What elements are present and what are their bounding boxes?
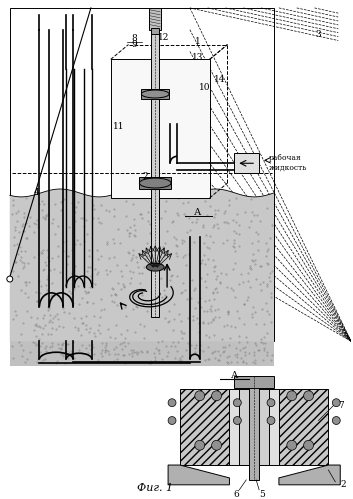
- Bar: [111, 59, 210, 198]
- Circle shape: [267, 399, 275, 407]
- Text: 7: 7: [339, 401, 344, 410]
- Text: 9: 9: [132, 40, 137, 49]
- Text: 11: 11: [113, 122, 124, 131]
- Polygon shape: [279, 465, 340, 485]
- Text: 1: 1: [195, 37, 201, 46]
- Text: 2: 2: [340, 481, 346, 490]
- Bar: [141, 89, 169, 99]
- Bar: [234, 153, 259, 173]
- Circle shape: [233, 417, 241, 425]
- Text: 14: 14: [214, 75, 225, 84]
- Circle shape: [195, 440, 205, 450]
- Bar: [151, 29, 159, 317]
- Bar: [151, 28, 159, 33]
- Bar: [139, 177, 171, 189]
- Bar: [239, 389, 269, 465]
- Text: 13: 13: [192, 53, 203, 62]
- Circle shape: [332, 399, 340, 407]
- Text: 4: 4: [34, 189, 40, 198]
- Circle shape: [7, 276, 13, 282]
- Bar: [229, 389, 279, 465]
- Bar: [10, 341, 274, 366]
- Polygon shape: [168, 465, 229, 485]
- Circle shape: [287, 391, 297, 401]
- Bar: [149, 8, 161, 29]
- Circle shape: [212, 391, 222, 401]
- Text: А: А: [231, 371, 238, 380]
- Text: А: А: [194, 208, 202, 217]
- Bar: [10, 8, 274, 341]
- Ellipse shape: [139, 178, 171, 188]
- Circle shape: [304, 440, 313, 450]
- Text: 10: 10: [199, 82, 210, 92]
- Bar: [279, 389, 328, 465]
- Text: 2: 2: [143, 172, 148, 181]
- Circle shape: [195, 391, 205, 401]
- Circle shape: [168, 399, 176, 407]
- Text: 12: 12: [157, 33, 169, 42]
- Text: Фиг. 1: Фиг. 1: [137, 483, 173, 493]
- Circle shape: [287, 440, 297, 450]
- Ellipse shape: [146, 263, 164, 271]
- Text: 5: 5: [259, 490, 265, 499]
- Circle shape: [212, 440, 222, 450]
- Circle shape: [332, 417, 340, 425]
- Circle shape: [168, 417, 176, 425]
- Polygon shape: [10, 189, 274, 341]
- Circle shape: [304, 391, 313, 401]
- Text: 8: 8: [132, 34, 137, 43]
- Bar: [170, 386, 338, 475]
- Bar: [180, 389, 229, 465]
- Text: 6: 6: [233, 490, 239, 499]
- Bar: [234, 376, 274, 388]
- Bar: [249, 376, 259, 480]
- Text: рабочая
жидкость: рабочая жидкость: [269, 154, 307, 172]
- Ellipse shape: [141, 90, 169, 98]
- Circle shape: [267, 417, 275, 425]
- Circle shape: [233, 399, 241, 407]
- Text: 3: 3: [316, 30, 321, 39]
